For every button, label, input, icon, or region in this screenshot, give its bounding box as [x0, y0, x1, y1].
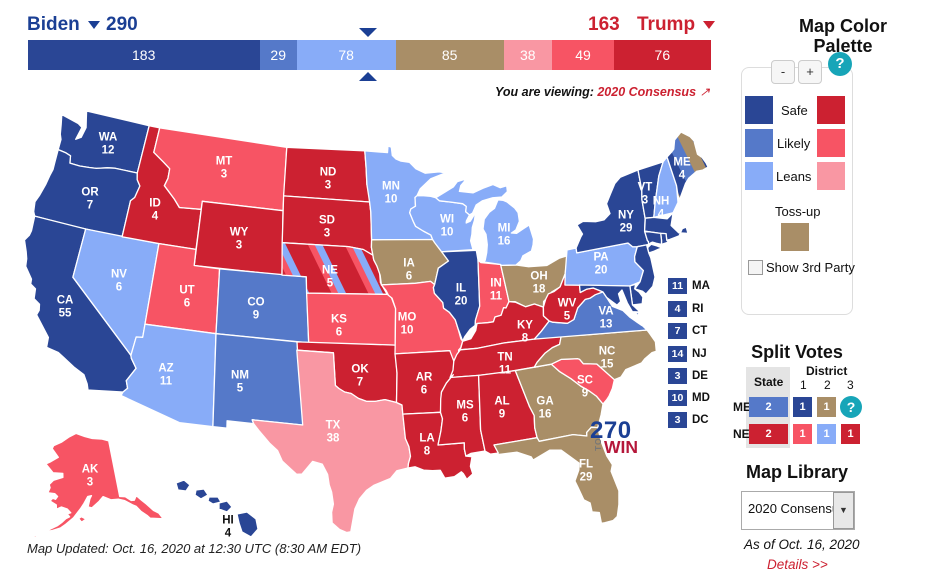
svg-text:HI: HI [222, 515, 234, 527]
svg-text:WY: WY [230, 227, 249, 239]
svg-text:MO: MO [398, 312, 417, 324]
svg-text:11: 11 [499, 365, 512, 377]
svg-text:MI: MI [498, 223, 511, 235]
svg-text:7: 7 [87, 200, 93, 212]
svg-text:TX: TX [326, 420, 341, 432]
svg-text:VA: VA [598, 306, 613, 318]
svg-text:IL: IL [456, 283, 466, 295]
svg-text:OR: OR [81, 187, 99, 199]
svg-text:SD: SD [319, 215, 335, 227]
svg-text:16: 16 [498, 236, 511, 248]
svg-text:8: 8 [522, 333, 529, 345]
svg-text:3: 3 [325, 180, 331, 192]
svg-text:5: 5 [327, 278, 334, 290]
svg-text:20: 20 [455, 296, 468, 308]
svg-text:4: 4 [679, 170, 686, 182]
svg-text:IA: IA [403, 258, 415, 270]
svg-text:6: 6 [406, 271, 412, 283]
svg-text:29: 29 [580, 472, 593, 484]
svg-text:NY: NY [618, 210, 634, 222]
svg-text:10: 10 [385, 194, 398, 206]
svg-text:CO: CO [247, 297, 264, 309]
svg-text:WI: WI [440, 214, 454, 226]
svg-text:WV: WV [558, 298, 577, 310]
svg-text:4: 4 [658, 209, 665, 221]
svg-text:3: 3 [221, 169, 227, 181]
svg-text:NC: NC [599, 346, 616, 358]
svg-text:18: 18 [533, 284, 546, 296]
svg-text:55: 55 [59, 308, 72, 320]
svg-text:6: 6 [421, 385, 427, 397]
svg-text:6: 6 [462, 413, 468, 425]
svg-text:NM: NM [231, 370, 249, 382]
svg-text:4: 4 [225, 528, 232, 540]
svg-text:SC: SC [577, 375, 593, 387]
svg-text:CA: CA [57, 295, 74, 307]
svg-text:3: 3 [87, 477, 93, 489]
svg-text:NE: NE [322, 265, 338, 277]
svg-text:10: 10 [401, 325, 414, 337]
svg-text:29: 29 [620, 223, 633, 235]
svg-text:6: 6 [336, 327, 342, 339]
svg-text:11: 11 [490, 291, 503, 303]
svg-text:NV: NV [111, 269, 127, 281]
svg-text:MS: MS [456, 400, 474, 412]
svg-text:10: 10 [441, 227, 454, 239]
svg-text:UT: UT [179, 285, 194, 297]
svg-text:OH: OH [530, 271, 547, 283]
svg-text:8: 8 [424, 446, 431, 458]
svg-text:KY: KY [517, 320, 533, 332]
svg-text:ID: ID [149, 198, 161, 210]
svg-text:AR: AR [416, 372, 433, 384]
svg-text:VT: VT [638, 182, 653, 194]
svg-text:5: 5 [237, 383, 244, 395]
svg-text:AL: AL [494, 396, 509, 408]
svg-text:NH: NH [653, 196, 670, 208]
svg-text:6: 6 [184, 298, 190, 310]
svg-text:AK: AK [82, 464, 99, 476]
svg-text:12: 12 [102, 145, 115, 157]
svg-text:AZ: AZ [158, 363, 173, 375]
svg-text:MN: MN [382, 181, 400, 193]
svg-text:WA: WA [99, 132, 118, 144]
svg-text:FL: FL [579, 459, 593, 471]
svg-text:9: 9 [582, 388, 588, 400]
svg-text:TN: TN [497, 352, 512, 364]
svg-text:PA: PA [593, 252, 608, 264]
svg-text:3: 3 [642, 195, 648, 207]
svg-text:15: 15 [601, 359, 614, 371]
svg-text:MT: MT [216, 156, 233, 168]
svg-text:3: 3 [236, 240, 242, 252]
svg-text:16: 16 [539, 409, 552, 421]
svg-text:GA: GA [536, 396, 553, 408]
svg-text:4: 4 [152, 211, 159, 223]
svg-text:13: 13 [600, 319, 613, 331]
svg-text:11: 11 [160, 376, 173, 388]
svg-text:KS: KS [331, 314, 347, 326]
svg-text:ND: ND [320, 167, 337, 179]
svg-text:ME: ME [673, 157, 691, 169]
svg-text:IN: IN [490, 278, 502, 290]
svg-text:20: 20 [595, 265, 608, 277]
svg-text:7: 7 [357, 377, 363, 389]
svg-text:38: 38 [327, 433, 340, 445]
svg-text:3: 3 [324, 228, 330, 240]
svg-text:9: 9 [499, 409, 505, 421]
svg-text:6: 6 [116, 282, 122, 294]
svg-text:5: 5 [564, 311, 571, 323]
svg-text:OK: OK [351, 364, 369, 376]
svg-text:9: 9 [253, 310, 259, 322]
svg-text:LA: LA [419, 433, 434, 445]
